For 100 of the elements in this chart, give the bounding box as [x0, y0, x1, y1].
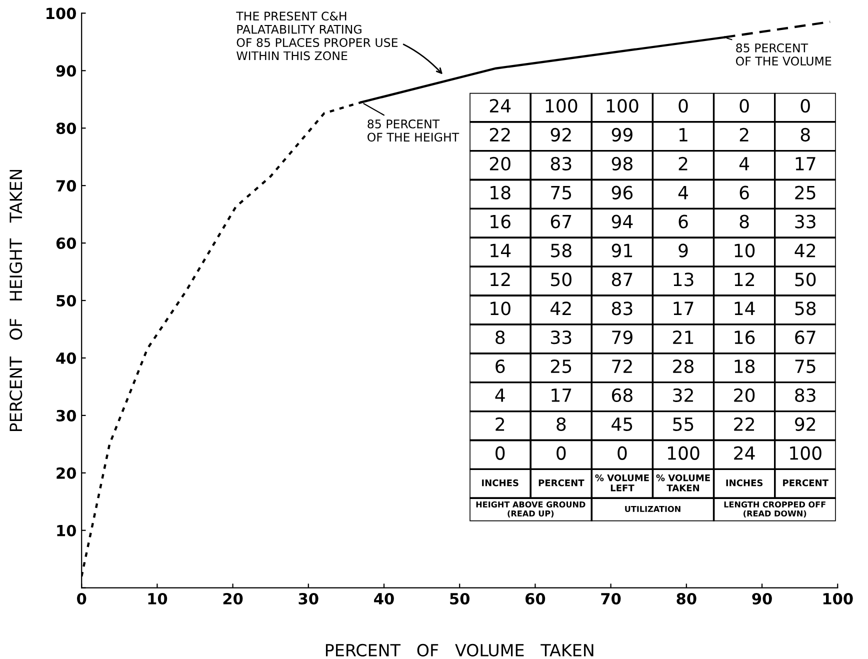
x-tick-label: 90	[752, 592, 772, 605]
annotation: 85 PERCENT OF THE HEIGHT	[368, 119, 460, 142]
x-tick-label: 70	[601, 592, 621, 605]
data-label: 87	[612, 272, 632, 286]
data-label: 58	[551, 244, 572, 258]
x-tick-label: PERCENT	[783, 479, 828, 486]
x-axis-title: PERCENT OF VOLUME TAKEN	[326, 644, 594, 656]
data-label: 91	[612, 244, 632, 258]
y-tick-label: 60	[56, 238, 76, 250]
data-label: 33	[795, 214, 816, 228]
y-tick-label: 20	[490, 156, 510, 171]
data-label: 1	[680, 128, 688, 142]
data-label: 12	[734, 272, 754, 286]
y-tick-label: 12	[490, 272, 510, 286]
y-tick-label: 100	[46, 8, 76, 20]
data-label: 79	[612, 330, 632, 344]
x-tick-label: INCHES	[726, 479, 763, 486]
data-label: 4	[739, 157, 750, 170]
x-tick-label: 20	[223, 592, 243, 605]
data-label: 83	[795, 388, 816, 402]
x-tick-label: % VOLUME LEFT	[595, 474, 649, 492]
y-tick-label: 10	[490, 302, 510, 316]
x-tick-label: 0	[77, 592, 86, 605]
data-label: 100	[668, 446, 700, 460]
y-tick-label: 70	[56, 180, 76, 192]
data-label: 33	[551, 330, 572, 344]
data-label: 2	[678, 156, 688, 170]
data-label: 4	[678, 186, 688, 200]
data-label: 100	[606, 98, 638, 113]
y-tick-label: 16	[490, 214, 510, 228]
data-label: 55	[673, 418, 694, 431]
data-label: 0	[556, 446, 566, 460]
data-label: 18	[734, 359, 755, 374]
annotation: THE PRESENT C&H PALATABILITY RATING OF 85 PLACES PROPER USE WITHIN THIS ZONE	[236, 12, 398, 60]
data-label: 67	[550, 214, 572, 228]
y-tick-label: 4	[495, 388, 505, 402]
data-label: 75	[551, 186, 572, 200]
data-label: 45	[612, 418, 632, 431]
data-label: 92	[550, 128, 571, 142]
data-label: 8	[800, 128, 810, 142]
y-tick-label: 24	[490, 98, 511, 112]
y-tick-label: 40	[56, 352, 76, 364]
x-tick-label: 80	[676, 592, 696, 605]
data-label: 21	[673, 330, 694, 344]
y-tick-label: 50	[56, 294, 76, 307]
data-label: 58	[795, 302, 816, 316]
x-tick-label: 10	[148, 592, 168, 605]
data-label: 83	[550, 156, 572, 171]
data-label: 14	[734, 302, 755, 315]
data-label: 75	[795, 360, 816, 374]
x-tick-label: % VOLUME TAKEN	[656, 474, 710, 492]
data-label: 17	[796, 157, 816, 170]
y-tick-label: 8	[496, 330, 505, 344]
y-tick-label: 90	[56, 65, 76, 77]
annotation: 85 PERCENT OF THE VOLUME	[736, 43, 832, 66]
x-tick-label: 30	[298, 592, 318, 605]
annotation: UTILIZATION	[625, 506, 680, 512]
data-label: 100	[546, 98, 578, 113]
data-label: 17	[552, 388, 572, 402]
data-label: 20	[734, 388, 755, 402]
y-tick-label: 6	[496, 359, 505, 374]
y-tick-label: 14	[490, 244, 511, 258]
y-tick-label: 30	[56, 410, 76, 422]
data-label: 16	[734, 330, 755, 344]
annotation: HEIGHT ABOVE GROUND (READ UP)	[476, 501, 586, 518]
data-label: 0	[740, 98, 749, 113]
data-label: 68	[612, 388, 632, 402]
x-tick-label: 40	[374, 592, 394, 605]
y-tick-label: 0	[496, 446, 505, 460]
y-tick-label: 2	[496, 417, 504, 431]
data-label: 0	[618, 446, 627, 460]
data-label: 6	[740, 186, 749, 200]
data-label: 96	[612, 186, 633, 200]
data-label: 2	[740, 128, 748, 142]
data-label: 99	[612, 128, 632, 142]
data-label: 100	[790, 446, 822, 460]
data-label: 50	[551, 272, 572, 286]
y-tick-label: 22	[490, 128, 510, 142]
data-label: 92	[795, 417, 816, 431]
data-label: 72	[612, 359, 632, 373]
data-label: 24	[734, 446, 755, 460]
y-tick-label: 18	[490, 186, 510, 200]
y-tick-label: 10	[57, 524, 76, 536]
y-axis-title: PERCENT OF HEIGHT TAKEN	[10, 170, 22, 432]
data-label: 6	[678, 214, 688, 228]
data-label: 28	[673, 359, 694, 374]
x-tick-label: 60	[526, 592, 546, 605]
data-label: 8	[740, 214, 749, 228]
data-label: 42	[794, 244, 816, 258]
data-label: 17	[674, 302, 694, 315]
data-label: 22	[734, 417, 754, 431]
data-label: 67	[795, 330, 816, 344]
x-tick-label: 100	[823, 592, 853, 605]
data-label: 98	[612, 156, 632, 171]
data-label: 42	[550, 302, 571, 315]
data-label: 8	[556, 417, 566, 431]
data-label: 13	[674, 272, 694, 286]
data-label: 0	[678, 98, 688, 113]
data-label: 10	[734, 244, 755, 258]
data-label: 50	[795, 272, 816, 286]
